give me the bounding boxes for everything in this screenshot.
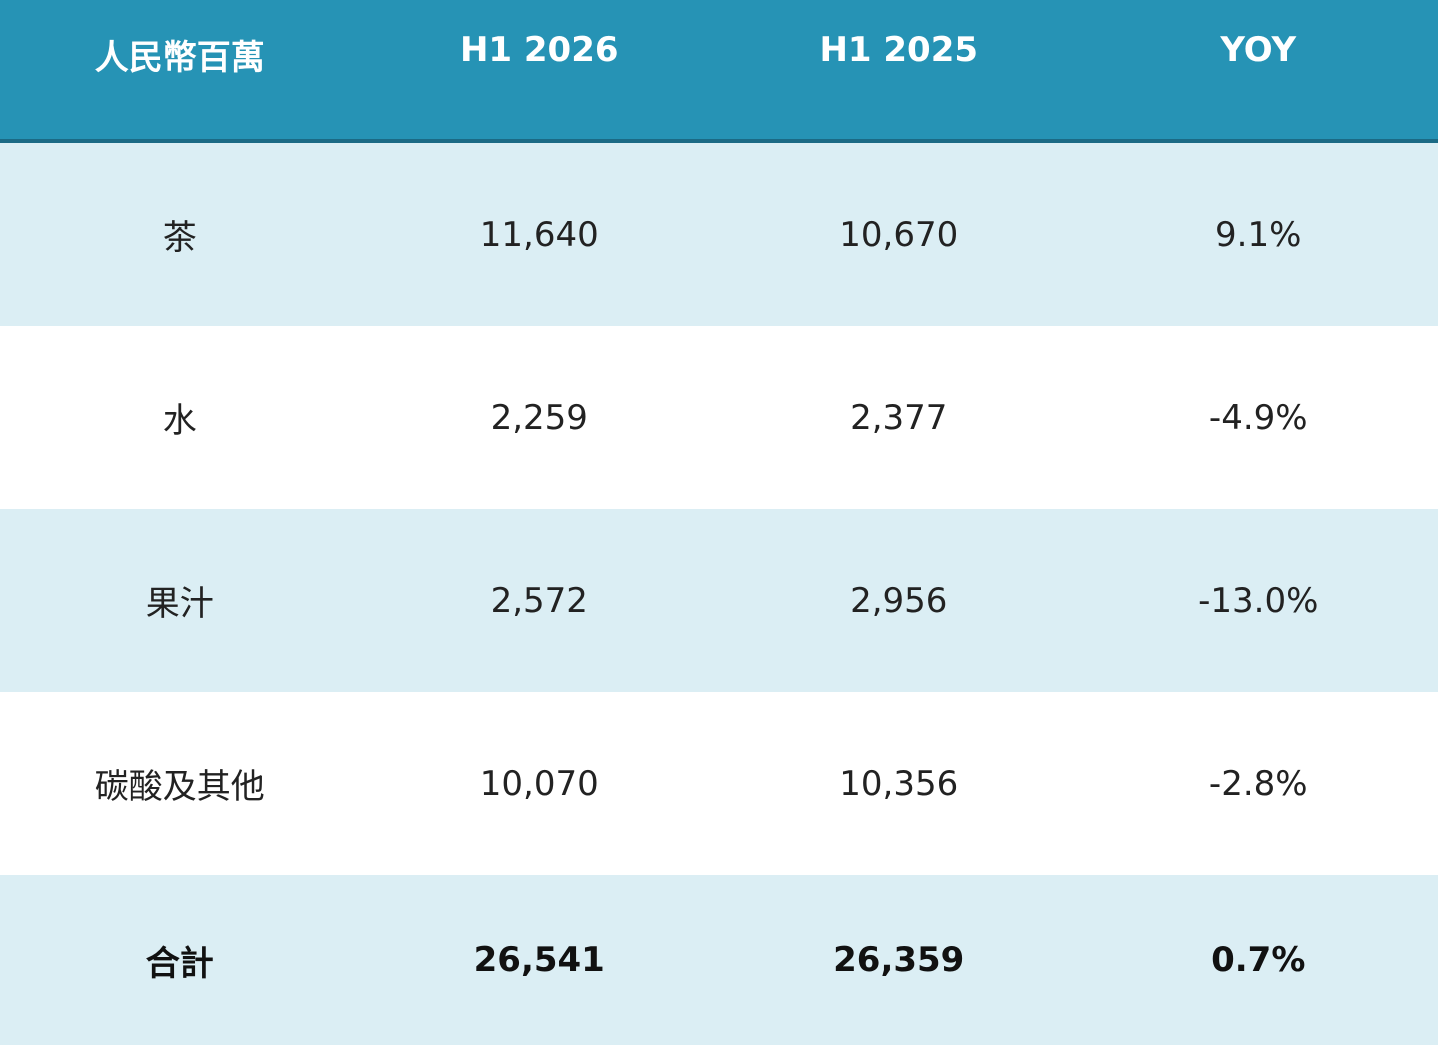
table-cell: -4.9% xyxy=(1208,397,1308,438)
table-cell: 10,670 xyxy=(719,141,1079,326)
table-body: 茶 11,640 10,670 9.1% 水 2,259 2,377 -4.9% 果汁 2,572… xyxy=(0,141,1438,1045)
table-cell: 11,640 xyxy=(359,141,719,326)
table-cell: 合計 xyxy=(0,875,360,1045)
header-cell: H1 2025 xyxy=(719,0,1079,143)
header-cell: 人民幣百萬 xyxy=(0,0,360,143)
table-cell: 水 xyxy=(162,401,197,441)
table-row: 茶 11,640 10,670 9.1% xyxy=(0,141,1438,326)
table-cell: 2,377 xyxy=(850,397,948,438)
table-row: 果汁 2,572 2,956 -13.0% xyxy=(0,509,1438,692)
table-cell: 9.1% xyxy=(1078,141,1438,326)
table-cell: 10,356 xyxy=(839,763,959,804)
table-row: 合計 26,541 26,359 0.7% xyxy=(0,875,1438,1045)
table-cell: 2,956 xyxy=(719,509,1079,692)
table-cell: 26,541 xyxy=(359,875,719,1045)
table-cell: 26,359 xyxy=(719,875,1079,1045)
table-cell: -13.0% xyxy=(1078,509,1438,692)
header-cell: H1 2026 xyxy=(359,0,719,143)
table-header: 人民幣百萬 H1 2026 H1 2025 YOY xyxy=(0,0,1438,143)
table-cell: 2,259 xyxy=(490,397,588,438)
table-cell: -2.8% xyxy=(1208,763,1308,804)
table-cell: 10,070 xyxy=(479,763,599,804)
table-cell: 果汁 xyxy=(0,509,360,692)
header-row: 人民幣百萬 H1 2026 H1 2025 YOY xyxy=(0,0,1438,143)
table-row: 水 2,259 2,377 -4.9% xyxy=(0,326,1438,509)
table-cell: 2,572 xyxy=(359,509,719,692)
table-cell: 茶 xyxy=(0,141,360,326)
table-cell: 0.7% xyxy=(1078,875,1438,1045)
header-cell: YOY xyxy=(1078,0,1438,143)
table-cell: 碳酸及其他 xyxy=(94,767,265,807)
table-row: 碳酸及其他 10,070 10,356 -2.8% xyxy=(0,692,1438,875)
